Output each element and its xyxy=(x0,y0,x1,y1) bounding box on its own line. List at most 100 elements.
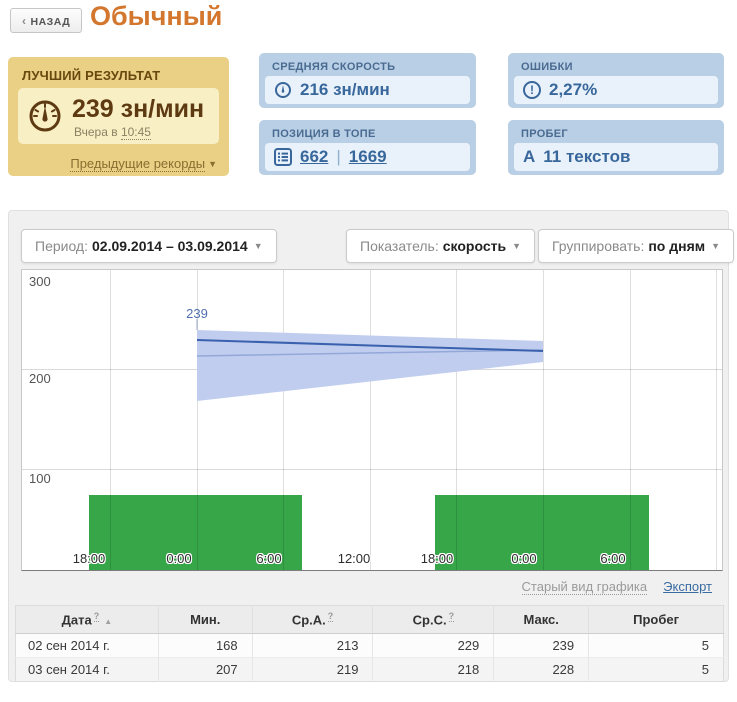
column-header-min-label: Мин. xyxy=(190,612,221,627)
cell-max: 228 xyxy=(493,657,589,682)
table-row: 02 сен 2014 г. 168 213 229 239 5 xyxy=(15,633,724,658)
metric-label: Показатель: xyxy=(360,238,439,254)
top-position-label: ПОЗИЦИЯ В ТОПЕ xyxy=(272,128,376,140)
letter-a-icon: A xyxy=(523,147,536,166)
column-header-avg-s[interactable]: Ср.С.? xyxy=(372,605,494,634)
grid-table-icon xyxy=(274,148,292,166)
vertical-gridline xyxy=(283,270,284,570)
x-tick: 6:00 xyxy=(600,551,626,566)
mileage-card: ПРОБЕГ A 11 текстов xyxy=(508,120,724,175)
top-position-separator: | xyxy=(336,147,341,166)
mileage-value: 11 текстов xyxy=(543,147,631,166)
mileage-value-box: A 11 текстов xyxy=(514,143,718,171)
back-button[interactable]: ‹ НАЗАД xyxy=(10,8,83,33)
previous-records-link[interactable]: Предыдущие рекорды ▼ xyxy=(70,156,217,172)
best-result-time: 10:45 xyxy=(120,125,151,140)
vertical-gridline xyxy=(110,270,111,570)
column-header-avg-s-label: Ср.С. xyxy=(412,612,447,628)
errors-value-box: ! 2,27% xyxy=(514,76,718,104)
cell-avg-a: 213 xyxy=(251,633,373,658)
gridline-100 xyxy=(22,469,722,470)
best-result-heading: ЛУЧШИЙ РЕЗУЛЬТАТ xyxy=(22,68,161,83)
cell-mileage: 5 xyxy=(588,633,724,658)
y-tick-100: 100 xyxy=(29,471,51,486)
back-arrow-icon: ‹ xyxy=(22,13,27,28)
page-title: Обычный xyxy=(90,1,223,31)
grouping-dropdown[interactable]: Группировать: по дням ▼ xyxy=(538,229,735,263)
mileage-bar-day1 xyxy=(89,495,302,570)
column-header-avg-a-label: Ср.А. xyxy=(291,612,326,628)
x-tick: 18:00 xyxy=(420,551,454,566)
speed-chart-plot[interactable]: 239 300 200 100 18:00 0:00 6:00 12:00 18… xyxy=(21,269,723,571)
chart-links-row: Старый вид графика Экспорт xyxy=(521,579,712,595)
x-tick: 6:00 xyxy=(256,551,282,566)
mileage-label: ПРОБЕГ xyxy=(521,128,568,140)
column-header-avg-a[interactable]: Ср.А.? xyxy=(251,605,373,634)
cell-min: 168 xyxy=(157,633,253,658)
period-dropdown[interactable]: Период: 02.09.2014 – 03.09.2014 ▼ xyxy=(21,229,277,263)
cell-min: 207 xyxy=(157,657,253,682)
x-tick: 0:00 xyxy=(166,551,192,566)
chevron-down-icon: ▼ xyxy=(512,241,521,251)
x-tick: 12:00 xyxy=(337,551,371,566)
errors-card: ОШИБКИ ! 2,27% xyxy=(508,53,724,108)
top-position-total-link[interactable]: 1669 xyxy=(348,147,387,166)
top-position-card: ПОЗИЦИЯ В ТОПЕ 662 | 1669 xyxy=(259,120,476,175)
errors-label: ОШИБКИ xyxy=(521,61,573,73)
speed-series-lines xyxy=(196,319,544,401)
column-header-date[interactable]: Дата? ▲ xyxy=(15,605,159,634)
best-result-value: 239 зн/мин xyxy=(72,95,205,123)
grouping-value: по дням xyxy=(648,238,706,254)
cell-date: 03 сен 2014 г. xyxy=(15,657,159,682)
grouping-label: Группировать: xyxy=(552,238,645,254)
cell-avg-s: 218 xyxy=(372,657,494,682)
column-hint[interactable]: ? xyxy=(448,611,455,623)
avg-speed-value: 216 зн/мин xyxy=(300,80,390,99)
top-position-value-box: 662 | 1669 xyxy=(265,143,470,171)
errors-value: 2,27% xyxy=(549,80,598,99)
vertical-gridline xyxy=(716,270,717,570)
vertical-gridline xyxy=(543,270,544,570)
chevron-down-icon: ▼ xyxy=(711,241,721,251)
avg-speed-value-box: 216 зн/мин xyxy=(265,76,470,104)
speedometer-icon xyxy=(274,81,292,99)
top-position-rank-link[interactable]: 662 xyxy=(300,147,329,166)
exclamation-circle-icon: ! xyxy=(523,81,541,99)
best-result-card: ЛУЧШИЙ РЕЗУЛЬТАТ 239 зн/мин Вчера в 10:4… xyxy=(8,57,229,176)
column-header-mileage-label: Пробег xyxy=(633,612,680,627)
x-tick: 18:00 xyxy=(72,551,106,566)
export-link[interactable]: Экспорт xyxy=(663,579,712,594)
vertical-gridline xyxy=(197,270,198,570)
y-tick-300: 300 xyxy=(29,274,51,289)
column-header-mileage[interactable]: Пробег xyxy=(588,605,724,634)
vertical-gridline xyxy=(370,270,371,570)
metric-value: скорость xyxy=(442,238,507,254)
avg-speed-card: СРЕДНЯЯ СКОРОСТЬ 216 зн/мин xyxy=(259,53,476,108)
vertical-gridline xyxy=(456,270,457,570)
cell-avg-s: 229 xyxy=(372,633,494,658)
sort-ascending-icon: ▲ xyxy=(104,616,113,626)
point-value-label: 239 xyxy=(186,306,208,321)
cell-avg-a: 219 xyxy=(251,657,373,682)
previous-records-label: Предыдущие рекорды xyxy=(70,156,206,172)
old-chart-view-link[interactable]: Старый вид графика xyxy=(521,579,648,595)
column-header-max[interactable]: Макс. xyxy=(493,605,589,634)
x-tick: 0:00 xyxy=(511,551,537,566)
y-tick-200: 200 xyxy=(29,371,51,386)
daily-stats-table: Дата? ▲ Мин. Ср.А.? Ср.С.? Макс. Пробег 0… xyxy=(15,605,724,682)
metric-dropdown[interactable]: Показатель: скорость ▼ xyxy=(346,229,535,263)
best-result-date-prefix: Вчера в xyxy=(74,125,118,139)
chart-panel: Период: 02.09.2014 – 03.09.2014 ▼ Показате… xyxy=(8,210,735,682)
table-header-row: Дата? ▲ Мин. Ср.А.? Ср.С.? Макс. Пробег xyxy=(15,605,724,634)
vertical-gridline xyxy=(630,270,631,570)
period-label: Период: xyxy=(35,238,88,254)
best-result-date-link[interactable]: Вчера в 10:45 xyxy=(74,125,151,140)
column-hint[interactable]: ? xyxy=(93,611,100,623)
column-header-min[interactable]: Мин. xyxy=(157,605,253,634)
column-hint[interactable]: ? xyxy=(327,611,334,623)
back-button-label: НАЗАД xyxy=(30,15,71,28)
best-result-value-box: 239 зн/мин Вчера в 10:45 xyxy=(18,88,219,144)
mileage-bar-day2 xyxy=(435,495,649,570)
old-chart-view-label: Старый вид графика xyxy=(521,579,648,595)
